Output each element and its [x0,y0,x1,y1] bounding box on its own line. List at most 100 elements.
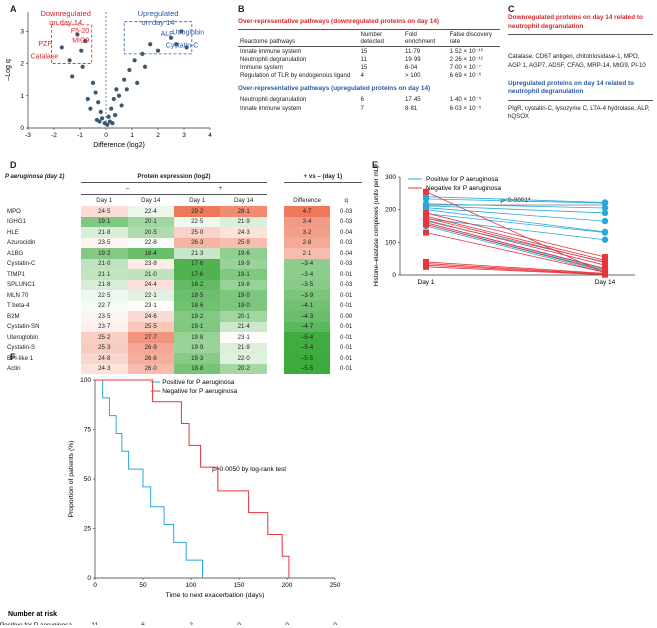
expression-cell: 19·2 [81,248,128,259]
spacer [267,269,284,280]
table-cell: Innate immune system [240,104,302,112]
data-point [113,113,118,118]
table-cell: 11 [360,55,367,63]
pair-line [425,205,606,214]
survival-curve [95,379,290,578]
q-cell: 0·01 [340,344,353,352]
degranulation-box: Downregulated proteins on day 14 related… [508,14,653,121]
data-point [67,58,72,63]
protein-name: SPLUNC1 [7,281,36,289]
expression-cell: 25·9 [220,237,267,248]
spacer [267,227,284,238]
protein-name: T beta-4 [7,302,30,310]
up-title: Upregulated [138,9,179,18]
risk-count: 2 [189,622,193,625]
x-tick-label: -3 [25,132,31,139]
difference-cell: –4·3 [283,311,331,322]
data-point [90,80,96,85]
expression-cell: 22·5 [173,216,221,227]
pair-line [425,217,606,263]
data-point [79,48,84,53]
expression-cell: 18·4 [127,248,174,259]
table-cell: Immune system [240,63,284,71]
data-point [94,117,99,123]
protein-row: A1BG 19·2 18·4 21·3 19·6 2·1 0·04 [5,248,362,259]
data-point [83,38,88,44]
data-point [96,100,101,105]
table-row: Neutrophil degranulation 11 19·99 2·26 × 10… [238,55,500,63]
table-cell: 2·26 × 10⁻¹² [449,55,483,63]
y-tick-label: 0 [20,125,24,132]
difference-cell: –3·4 [283,269,331,280]
protein-name: IGHG1 [7,218,26,226]
d-title: P aeruginosa (day 1) [5,173,65,181]
d-group-plus: + [173,182,267,195]
data-point-positive [601,199,609,207]
expression-cell: 23·1 [127,300,174,311]
spacer [267,301,284,312]
panel-a: A -3 -2 -1 0 1 2 3 4 0 1 2 3 Difference (log2) –Log q… [0,0,232,150]
expression-cell: 21·3 [173,248,221,259]
protein-row: B2M 23·5 24·6 19·2 20·1 –4·3 0·00 [5,311,362,322]
spacer [267,280,284,291]
col-header: Reactome pathways [238,29,359,47]
data-point [110,121,115,126]
pair-line [425,191,606,274]
pair-line [425,196,606,203]
data-point-negative [423,229,429,236]
protein-row: BPI-like 1 24·8 26·6 19·3 22·0 –5·5 0·01 [5,353,362,364]
data-point [168,35,174,40]
protein-name: TIMP1 [7,270,25,278]
table-cell: 1·40 × 10⁻⁵ [449,96,482,104]
d-col-label: Day 14 [234,197,254,204]
pair-line [425,212,606,258]
expression-cell: 21·8 [81,227,128,238]
risk-title: Number at risk [8,611,57,618]
d-col-label: Difference [293,196,321,204]
data-point [111,96,116,102]
expression-cell: 22·7 [81,300,128,311]
data-point [75,32,80,37]
data-point [184,45,189,50]
data-point [80,64,85,69]
q-cell: 0·01 [340,270,353,278]
expression-cell: 20·5 [127,227,174,238]
expression-cell: 28·1 [220,206,267,217]
panel-c-label: C [508,4,515,14]
expression-cell: 22·4 [127,206,174,217]
y-tick-label: 3 [20,28,24,35]
pair-line [425,232,606,273]
q-cell: 0·01 [340,333,353,341]
y-tick-label: 200 [385,207,396,214]
c-down-title: Downregulated proteins on day 14 related… [508,14,643,30]
table-cell: 7·00 × 10⁻⁷ [449,63,481,71]
protein-name: A1BG [7,249,24,257]
difference-cell: 2·1 [283,248,331,259]
table-cell: > 100 [405,72,421,80]
d-col-label: Day 1 [96,197,113,204]
q-cell: 0·01 [340,302,353,310]
x-tick-label: 150 [234,582,245,589]
expression-cell: 26·0 [127,363,174,374]
data-point-negative [423,263,429,270]
legend-negative: Negative for P aeruginosa [162,388,237,395]
y-tick-label: 0 [392,272,396,279]
spacer [267,322,284,333]
q-cell: 0·03 [340,218,353,226]
table-cell: 6 [360,96,364,104]
table-cell: 4 [360,72,364,80]
pathway-up-title: Over-representative pathways (upregulate… [238,84,431,92]
expression-cell: 17·6 [173,269,221,280]
table-cell: 19·99 [405,55,421,63]
pair-line [425,222,606,269]
spacer [267,290,284,301]
expression-cell: 24·4 [127,279,174,290]
table-row: Innate immune system 7 8·81 6·03 × 10⁻⁵ [238,104,500,112]
y-tick-label: 100 [385,239,396,246]
data-point [100,116,105,121]
d-col-label: Day 14 [141,197,161,204]
expression-cell: 20·1 [127,216,174,227]
expression-cell: 26·6 [127,353,174,364]
protein-row: IGHG1 19·1 20·1 22·5 21·9 3·4 0·03 [5,216,362,227]
